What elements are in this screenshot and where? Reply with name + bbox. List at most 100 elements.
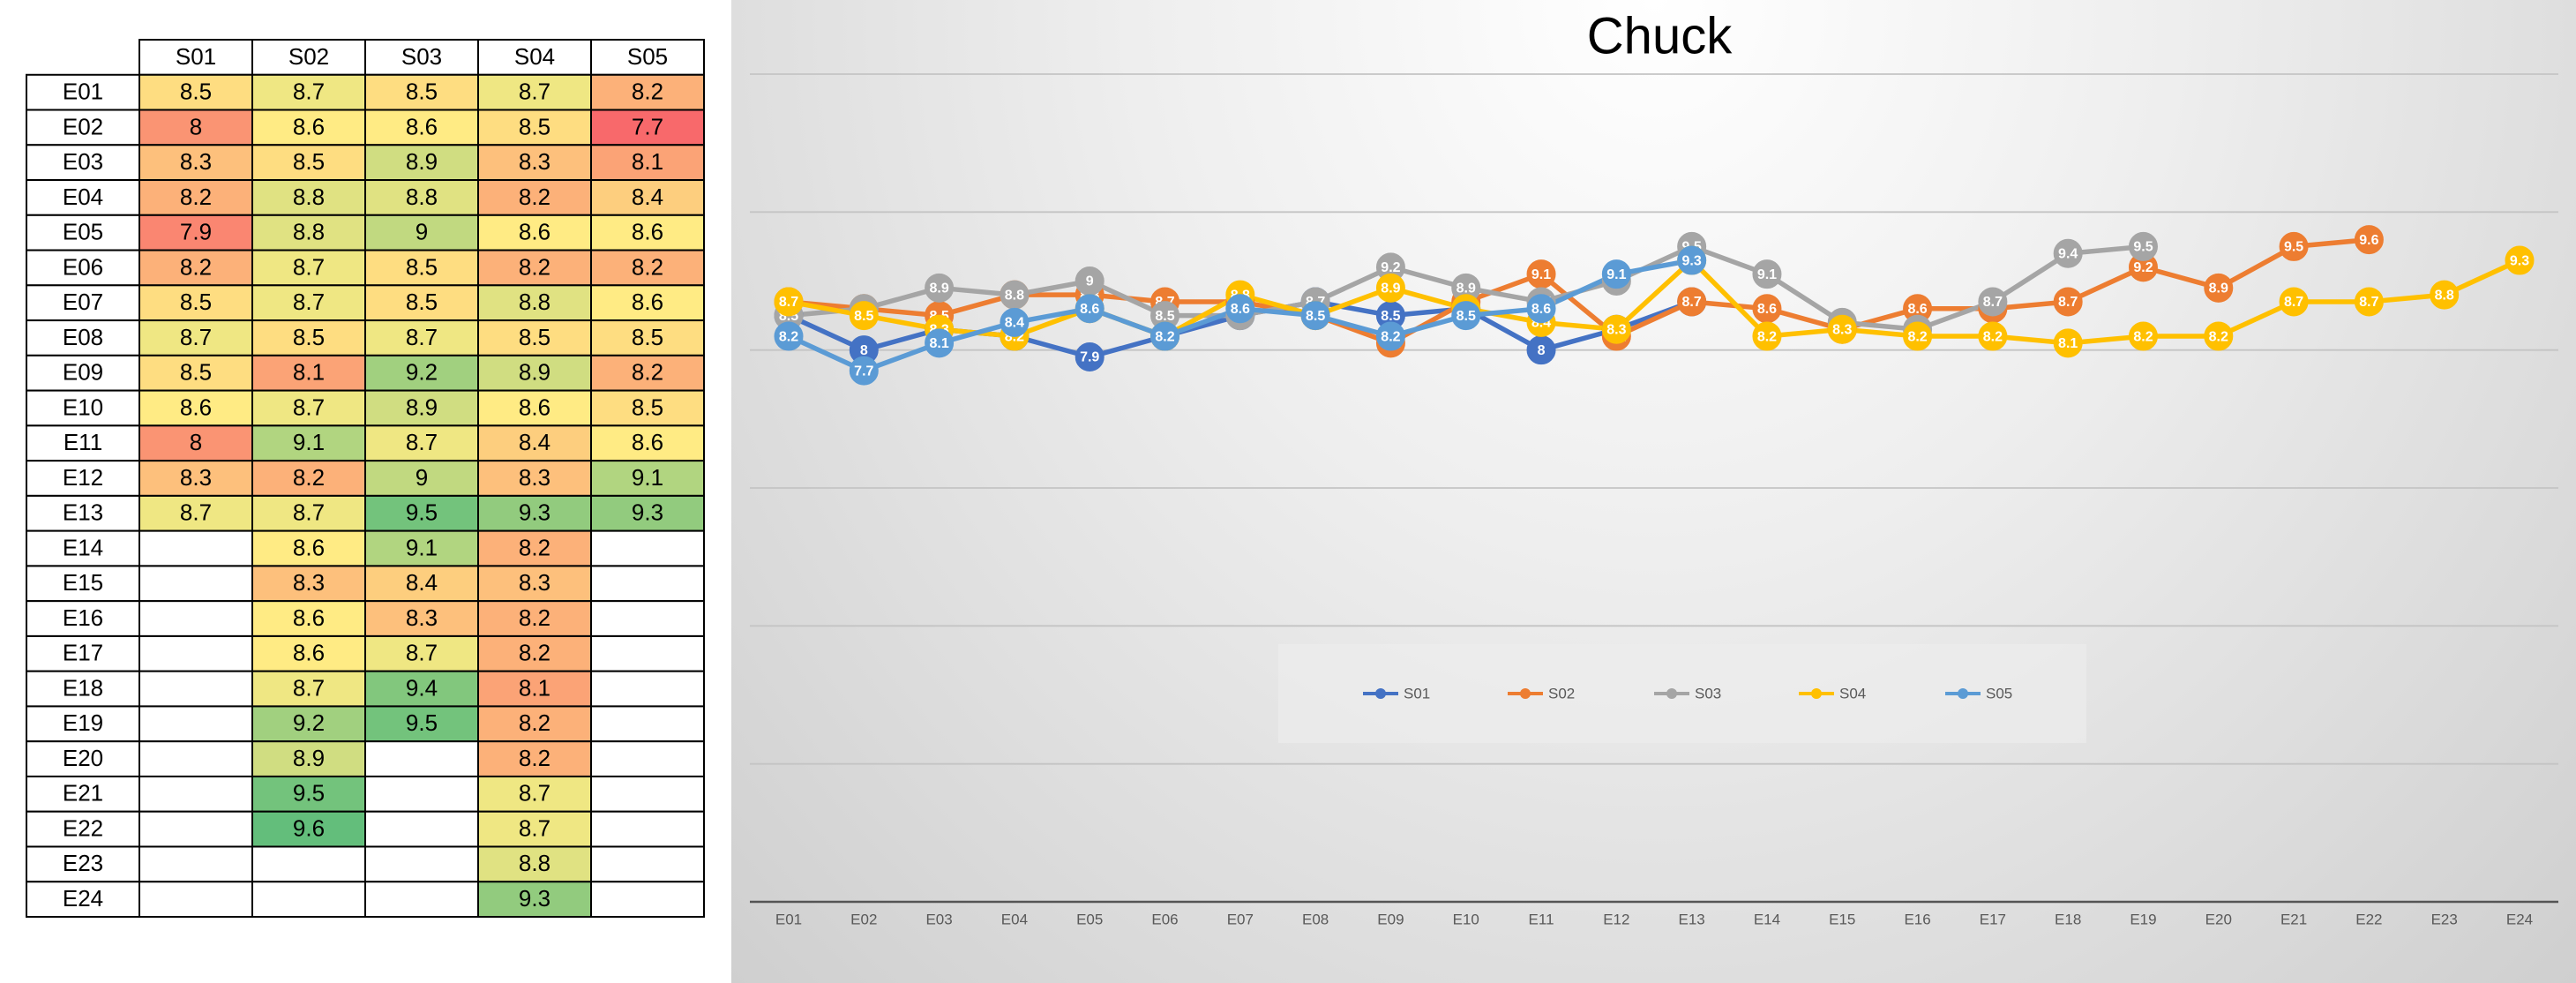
table-cell [139,881,253,918]
data-label: 8.6 [1757,302,1777,317]
row-header-cell [26,529,140,567]
data-point [2354,287,2384,317]
cell-value: 8.7 [406,429,438,455]
data-label: 9.2 [1381,260,1400,275]
cell-value: 8.6 [632,219,663,245]
cell-value: 9.5 [406,499,438,526]
cell-value: 7.9 [180,219,212,245]
row-header-cell [26,565,140,603]
row-header: E14 [63,534,103,560]
table-cell [139,565,253,603]
cell-value: 8.6 [632,289,663,315]
row-header: E24 [63,885,103,912]
row-header-cell [26,109,140,146]
table-cell [590,705,705,743]
table-cell [364,705,479,743]
x-tick-label: E08 [1302,911,1329,927]
cell-value: 8.5 [180,289,212,315]
data-label: 8.6 [1080,302,1099,317]
row-header: E10 [63,394,103,420]
data-point [1075,341,1105,371]
table-cell [139,354,253,392]
data-label: 9 [1086,274,1094,289]
cell-value: 8.4 [519,429,550,455]
data-point [2128,231,2158,261]
data-label: 8.5 [1381,309,1400,324]
x-tick-label: E05 [1076,911,1103,927]
data-point [2204,321,2234,351]
row-header: E09 [63,359,103,386]
cell-value: 9.1 [406,534,438,560]
data-label: 8.3 [1832,322,1852,337]
cell-value: 9.2 [406,359,438,386]
row-header-cell [26,179,140,216]
column-header: S04 [514,43,555,70]
cell-value: 8.2 [632,79,663,105]
table-cell [590,424,705,462]
column-header: S02 [288,43,329,70]
cell-value: 8.6 [293,640,325,666]
x-tick-label: E23 [2431,911,2458,927]
cell-value: 9.1 [293,429,325,455]
data-point [1225,294,1255,324]
x-tick-label: E06 [1151,911,1178,927]
table-cell [251,600,366,637]
table-cell [139,775,253,813]
data-point [1150,321,1180,351]
data-point [1601,259,1631,289]
row-header: E20 [63,745,103,771]
legend-label: S04 [1839,685,1866,702]
table-cell [477,319,592,356]
cell-value: 9.1 [632,464,663,491]
data-point [774,321,804,351]
header-cell [590,39,705,76]
cell-value: 8.3 [519,569,550,596]
table-cell [590,740,705,777]
cell-value: 8.7 [293,674,325,701]
series-line [788,258,2521,346]
table-cell [364,845,479,883]
data-point [1075,294,1105,324]
table-cell [590,600,705,637]
table-cell [139,214,253,251]
data-label: 8.5 [1306,309,1325,324]
x-tick-label: E18 [2055,911,2081,927]
table-cell [139,319,253,356]
cell-value: 8.3 [519,148,550,175]
cell-value: 8.2 [180,184,212,210]
legend-item: S05 [1945,685,2012,702]
cell-value: 8.2 [519,534,550,560]
data-label: 8.2 [2209,329,2228,344]
data-point [925,273,955,303]
data-label: 8.5 [1456,309,1476,324]
data-point [2053,238,2083,268]
table-cell [139,109,253,146]
table-cell [590,284,705,322]
data-point [1000,307,1030,337]
row-header: E16 [63,604,103,631]
row-header-cell [26,354,140,392]
data-label: 8.8 [1005,288,1024,303]
row-header: E05 [63,219,103,245]
table-cell [590,845,705,883]
x-tick-label: E15 [1829,911,1855,927]
cell-value: 9.3 [632,499,663,526]
data-label: 8.5 [1155,309,1174,324]
table-cell [139,634,253,672]
cell-value: 8.1 [293,359,325,386]
cell-value: 8.3 [180,148,212,175]
data-point [2053,287,2083,317]
data-point [1752,321,1782,351]
cell-value: 8.7 [293,79,325,105]
table-cell [477,775,592,813]
data-label: 8.7 [1983,295,2003,310]
legend-swatch-marker [1666,688,1677,699]
x-tick-label: E02 [850,911,877,927]
data-point [1827,314,1857,344]
data-point [1526,294,1556,324]
cell-value: 8.6 [406,113,438,139]
x-tick-label: E24 [2506,911,2533,927]
row-header: E12 [63,464,103,491]
cell-value: 8.5 [406,79,438,105]
cell-value: 8.7 [519,79,550,105]
